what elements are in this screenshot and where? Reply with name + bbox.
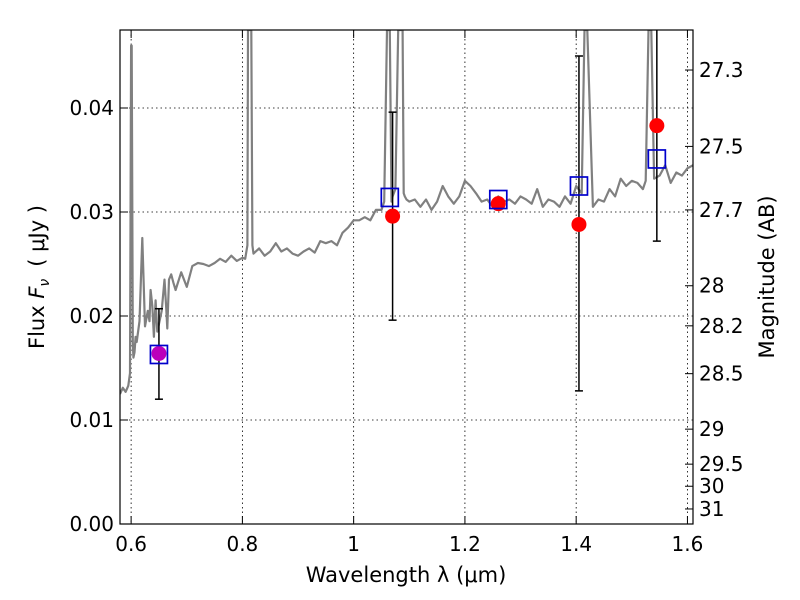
photometry-point [490,196,506,212]
photometry-point [649,118,665,134]
mag-tick-label: 27.7 [699,198,744,222]
photometry-point [151,345,167,361]
y-tick-label: 0.03 [69,200,114,224]
plot-frame [119,29,694,525]
synthetic-point [380,187,400,208]
y-tick-label: 0.04 [69,96,114,120]
y-axis-label: Flux Fν( μJy ) [25,205,53,349]
synthetic-point [488,189,508,210]
synthetic-points [149,149,667,365]
mag-tick-label: 28.5 [699,362,744,386]
x-tick-label: 0.8 [226,532,258,556]
y-tick-label: 0.00 [69,512,114,536]
mag-tick-label: 28.2 [699,314,744,338]
photometry-point [571,216,587,232]
mag-tick-label: 31 [699,497,724,521]
y-tick-label: 0.02 [69,304,114,328]
x-tick-label: 1 [347,532,360,556]
x-tick-label: 1.4 [560,532,592,556]
mag-tick-label: 29 [699,417,724,441]
mag-tick-label: 27.3 [699,58,744,82]
photometry-points [151,118,665,361]
x-axis-label: Wavelength λ (μm) [306,563,507,587]
x-axis: 0.6 0.8 1 1.2 1.4 1.6 [115,30,703,556]
y-tick-label: 0.01 [69,408,114,432]
mag-tick-label: 29.5 [699,452,744,476]
x-tick-label: 0.6 [115,532,147,556]
y-axis-right-label: Magnitude (AB) [755,195,779,358]
y-axis-left: 0.00 0.01 0.02 0.03 0.04 [69,96,128,536]
x-tick-label: 1.2 [449,532,481,556]
x-tick-label: 1.6 [672,532,704,556]
photometry-point [385,208,401,224]
mag-tick-label: 30 [699,474,724,498]
synthetic-point [149,344,169,365]
synthetic-point [647,149,667,169]
synthetic-point [569,176,589,196]
plot-area [120,30,693,400]
mag-tick-label: 27.5 [699,134,744,158]
mag-tick-label: 28 [699,274,724,298]
